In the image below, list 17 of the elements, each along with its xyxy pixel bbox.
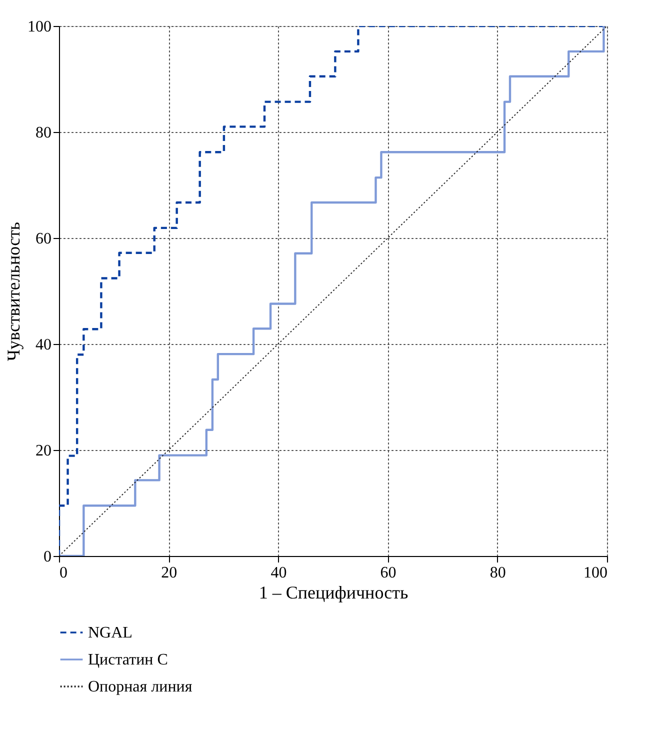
x-axis-title: 1 – Специфичность <box>258 582 408 602</box>
legend-label: NGAL <box>88 624 132 642</box>
y-tick-label: 60 <box>36 230 52 248</box>
y-tick-label: 80 <box>36 124 52 142</box>
x-tick-label: 100 <box>584 564 608 582</box>
x-tick-label: 0 <box>60 564 68 582</box>
y-tick-label: 100 <box>28 18 52 36</box>
x-tick-label: 80 <box>490 564 506 582</box>
y-tick-label: 40 <box>36 336 52 354</box>
x-tick-label: 40 <box>270 564 287 582</box>
x-tick-label: 20 <box>161 564 178 582</box>
legend-label: Опорная линия <box>88 678 193 696</box>
y-tick-label: 0 <box>44 548 52 566</box>
legend-label: Цистатин С <box>88 652 168 668</box>
y-tick-label: 20 <box>36 442 52 460</box>
y-axis-title: Чувствительность <box>4 222 24 362</box>
x-tick-label: 60 <box>380 564 396 582</box>
